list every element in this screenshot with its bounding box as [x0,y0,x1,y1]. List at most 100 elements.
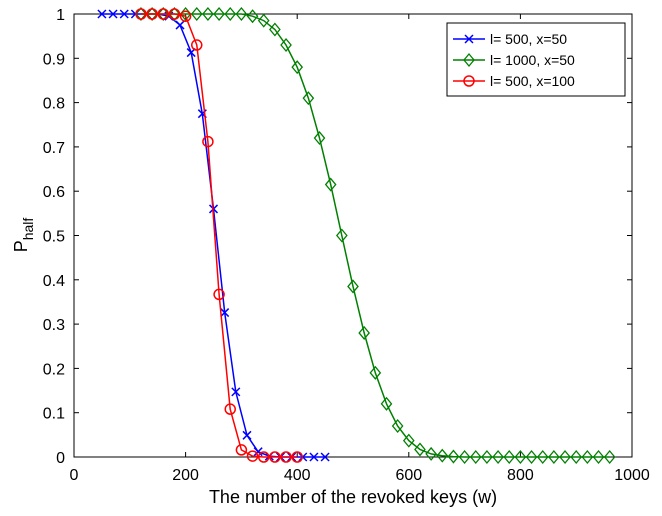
data-point [324,177,337,192]
data-point [231,387,241,397]
data-point [581,449,594,465]
data-point [213,6,225,22]
y-axis-label-sub: half [20,218,36,241]
y-tick-label: 0.6 [43,184,65,201]
data-point [570,449,583,465]
y-tick-label: 0.7 [43,140,65,157]
legend-marker [464,34,474,44]
data-point [313,131,326,146]
data-point [157,8,170,20]
data-point [358,325,371,340]
data-point [257,13,270,28]
data-point [242,430,252,440]
data-point [548,449,560,465]
data-point [309,452,319,462]
data-point [146,8,158,20]
series-layer [97,6,616,465]
axis-ticks: 0 200 400 600 800 1000 0 0.1 0.2 0.3 0.4 0.5 0.6 0.7 0… [43,7,650,484]
x-tick-label: 800 [507,467,534,484]
y-tick-label: 0.3 [43,317,65,334]
data-point [246,450,259,462]
data-point [179,10,192,22]
y-tick-label: 0.1 [43,406,65,423]
y-tick-label: 1 [56,7,65,24]
series-line [141,13,610,458]
data-point [119,9,129,19]
data-point [447,449,460,464]
data-point [402,433,415,448]
legend-marker [463,75,475,87]
legend: l= 500, x=50 l= 1000, x=50 l= 500, x=100 [446,22,626,97]
legend-entries: l= 500, x=50 l= 1000, x=50 l= 500, x=100 [453,31,575,89]
y-tick-label: 0.4 [43,273,65,290]
legend-entry: l= 1000, x=50 [453,52,575,68]
data-point [302,91,315,106]
data-point [525,449,538,465]
data-point [146,6,158,22]
data-point [235,444,248,456]
y-tick-label: 0.9 [43,51,65,68]
x-tick-label: 0 [70,467,79,484]
data-point [492,449,504,465]
data-point [469,449,482,465]
legend-label: l= 500, x=50 [490,31,567,47]
y-tick-label: 0.8 [43,96,65,113]
data-point [224,403,236,415]
legend-marker [463,52,475,68]
legend-label: l= 500, x=100 [490,73,575,89]
data-point [320,452,330,462]
series-3 [135,8,303,463]
x-tick-label: 400 [284,467,311,484]
data-point [291,60,304,75]
data-point [436,448,449,463]
data-point [213,288,225,301]
data-point [202,6,214,22]
data-point [191,39,203,51]
data-point [97,9,107,19]
legend-entry: l= 500, x=50 [453,31,567,47]
y-tick-label: 0 [56,450,65,467]
data-point [168,8,181,20]
data-point [280,37,292,53]
series-line [141,13,298,458]
data-point [369,365,382,380]
y-tick-label: 0.2 [43,361,65,378]
y-axis-label-main: P [11,240,31,252]
x-axis-label: The number of the revoked keys (w) [209,487,497,507]
data-point [175,20,185,30]
data-point [559,449,571,465]
data-point [269,451,281,463]
data-point [291,451,303,463]
y-tick-label: 0.5 [43,229,65,246]
legend-entry: l= 500, x=100 [453,73,575,89]
data-point [280,451,292,463]
data-point [503,449,516,465]
data-point [135,8,147,20]
data-point [536,449,549,465]
data-point [224,6,237,22]
legend-label: l= 1000, x=50 [490,52,575,68]
data-point [246,9,259,24]
data-point [425,446,437,461]
x-tick-label: 600 [395,467,422,484]
data-point [269,22,281,37]
y-axis-label: Phalf [11,218,36,253]
data-point [253,447,263,457]
data-point [592,449,605,465]
data-point [414,442,426,457]
x-tick-label: 200 [172,467,199,484]
data-point [190,6,203,22]
data-point [347,279,359,294]
data-point [202,135,214,148]
data-point [514,449,527,465]
data-point [235,6,248,22]
data-point [391,418,404,434]
data-point [335,228,348,243]
data-point [157,6,170,22]
series-2 [135,6,616,465]
data-point [603,449,616,465]
data-point [220,308,230,318]
data-point [135,6,147,22]
data-point [481,449,493,465]
